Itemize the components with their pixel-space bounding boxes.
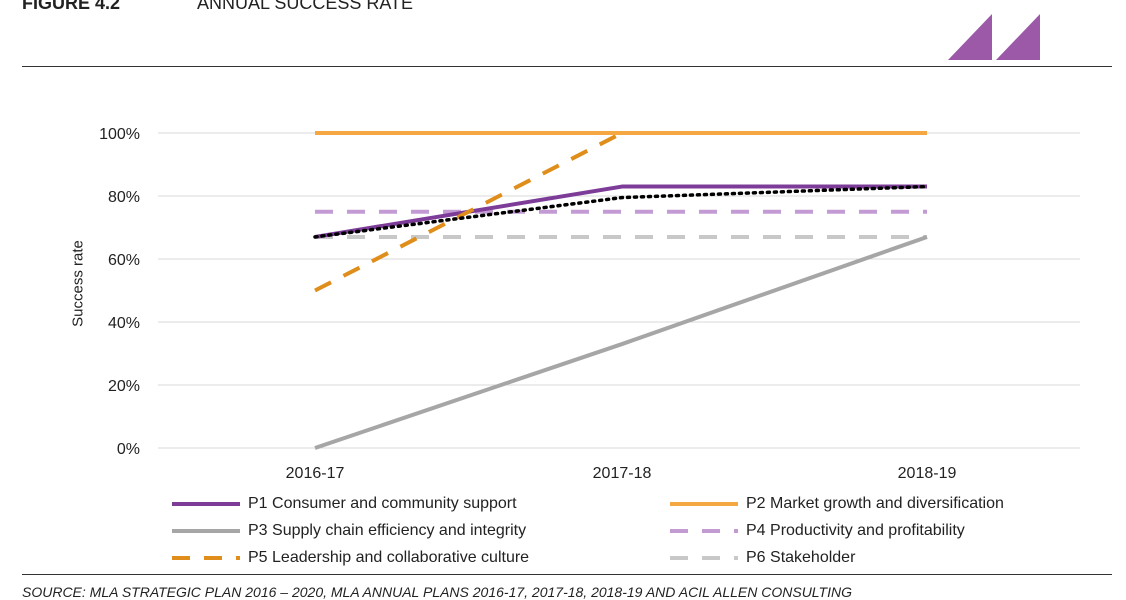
y-tick-label: 80% — [108, 189, 140, 206]
y-tick-label: 60% — [108, 252, 140, 269]
legend-item-p2: P2 Market growth and diversification — [668, 492, 1004, 516]
brand-logo-icon — [948, 14, 1040, 60]
legend-swatch — [172, 529, 240, 533]
y-axis-title: Success rate — [69, 240, 87, 327]
legend-swatch — [172, 502, 240, 506]
legend-item-p4: P4 Productivity and profitability — [668, 519, 965, 543]
series-line-p3 — [314, 235, 928, 450]
legend-label: P3 Supply chain efficiency and integrity — [248, 522, 527, 539]
legend-swatch — [670, 502, 738, 506]
figure-title: ANNUAL SUCCESS RATE — [197, 0, 414, 13]
legend-item-p1: P1 Consumer and community support — [170, 492, 517, 516]
trendline — [313, 184, 929, 239]
y-tick-label: 100% — [99, 126, 140, 143]
line-chart: 0% 20% 40% 60% 80% 100% 2016-17 2017-18 2018-19 — [99, 126, 1080, 482]
bottom-divider — [22, 574, 1112, 575]
legend-swatch — [670, 529, 738, 533]
legend-swatch — [172, 556, 240, 560]
y-tick-label: 40% — [108, 315, 140, 332]
legend-label: P4 Productivity and profitability — [746, 522, 965, 539]
series-line-p1 — [314, 184, 927, 239]
x-tick-label: 2017-18 — [593, 465, 652, 482]
y-tick-label: 20% — [108, 378, 140, 395]
x-tick-label: 2018-19 — [898, 465, 957, 482]
legend-swatch — [670, 556, 738, 560]
figure-number: FIGURE 4.2 — [22, 0, 121, 13]
legend-label: P6 Stakeholder — [746, 549, 856, 566]
legend-item-p5: P5 Leadership and collaborative culture — [170, 546, 529, 570]
legend-item-p3: P3 Supply chain efficiency and integrity — [170, 519, 526, 543]
y-tick-label: 0% — [117, 441, 140, 458]
x-tick-label: 2016-17 — [286, 465, 345, 482]
legend-label: P2 Market growth and diversification — [746, 495, 1004, 512]
legend-label: P5 Leadership and collaborative culture — [248, 549, 530, 566]
figure-header: FIGURE 4.2 ANNUAL SUCCESS RATE — [22, 0, 413, 14]
figure-source: SOURCE: MLA STRATEGIC PLAN 2016 – 2020, … — [22, 584, 852, 600]
legend-item-p6: P6 Stakeholder — [668, 546, 855, 570]
legend-label: P1 Consumer and community support — [248, 495, 517, 512]
top-divider — [22, 66, 1112, 67]
